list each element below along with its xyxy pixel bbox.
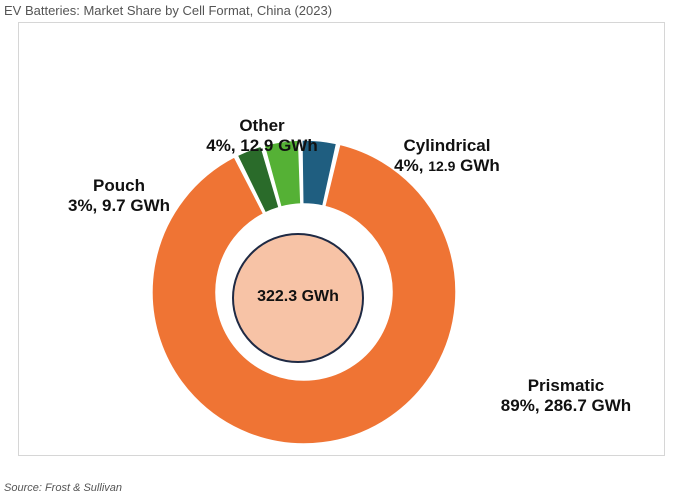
center-total-label: 322.3 GWh <box>257 288 339 305</box>
label-cylindrical-value: 4%, 12.9 GWh <box>382 156 512 176</box>
label-other: Other 4%, 12.9 GWh <box>192 116 332 156</box>
label-pouch-value: 3%, 9.7 GWh <box>67 196 171 215</box>
label-cylindrical-name: Cylindrical <box>403 136 491 155</box>
page-title: EV Batteries: Market Share by Cell Forma… <box>4 3 333 18</box>
label-other-value: 4%, 12.9 GWh <box>206 136 318 155</box>
label-cylindrical-num: 12.9 <box>428 158 456 174</box>
label-cylindrical-pct: 4%, <box>394 156 429 175</box>
label-pouch: Pouch 3%, 9.7 GWh <box>54 176 184 216</box>
label-prismatic-name: Prismatic <box>527 376 605 395</box>
label-cylindrical: Cylindrical 4%, 12.9 GWh <box>382 136 512 176</box>
slice-prismatic <box>151 143 457 445</box>
label-cylindrical-unit: GWh <box>455 156 500 175</box>
slice-pouch <box>236 145 281 214</box>
label-pouch-name: Pouch <box>93 176 145 195</box>
center-ellipse <box>232 233 364 363</box>
slice-other <box>263 139 302 209</box>
label-prismatic: Prismatic 89%, 286.7 GWh <box>486 376 646 416</box>
label-prismatic-value: 89%, 286.7 GWh <box>500 396 632 415</box>
slice-cylindrical <box>301 139 338 207</box>
label-other-name: Other <box>239 116 285 135</box>
source-note: Source: Frost & Sullivan <box>4 482 122 494</box>
